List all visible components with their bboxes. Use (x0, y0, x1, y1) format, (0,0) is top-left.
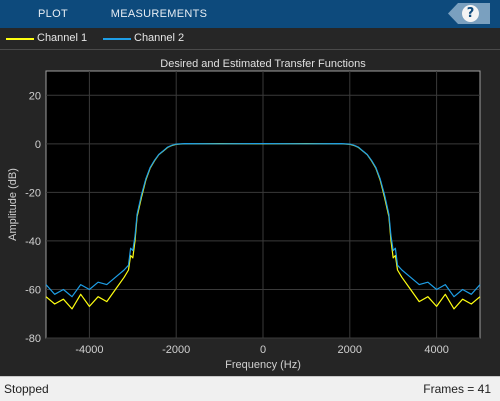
y-tick-label: -80 (25, 333, 41, 345)
series-line-channel-2 (45, 143, 481, 298)
legend-swatch-channel-1 (6, 38, 34, 40)
status-text: Stopped (4, 382, 49, 396)
legend-swatch-channel-2 (103, 38, 131, 40)
status-bar: Stopped Frames = 41 (0, 376, 500, 401)
toolstrip: PLOT MEASUREMENTS ? (0, 0, 500, 28)
x-tick-label: -2000 (162, 344, 190, 356)
y-tick-label: 20 (29, 90, 41, 102)
y-tick-label: 0 (35, 139, 41, 151)
help-button[interactable]: ? (448, 3, 490, 24)
plot-area: -4000 -2000 0 2000 4000 20 0 -20 -40 -60 -80 Desire… (0, 50, 500, 376)
y-tick-label: -20 (25, 187, 41, 199)
x-tick-label: -4000 (75, 344, 103, 356)
transfer-function-chart: -4000 -2000 0 2000 4000 20 0 -20 -40 -60 -80 Desire… (7, 58, 481, 371)
y-tick-label: -60 (25, 284, 41, 296)
x-tick-label: 0 (260, 344, 266, 356)
help-icon: ? (462, 5, 479, 22)
y-tick-label: -40 (25, 236, 41, 248)
legend-item-channel-2[interactable]: Channel 2 (134, 32, 185, 44)
legend-item-channel-1[interactable]: Channel 1 (37, 32, 88, 44)
x-tick-label: 4000 (424, 344, 448, 356)
frames-counter: Frames = 41 (423, 382, 491, 396)
x-axis-label: Frequency (Hz) (225, 359, 301, 371)
tab-plot[interactable]: PLOT (38, 8, 68, 20)
tab-measurements[interactable]: MEASUREMENTS (110, 8, 208, 20)
legend: Channel 1 Channel 2 (0, 28, 500, 50)
y-axis-label: Amplitude (dB) (7, 168, 19, 241)
chart-title: Desired and Estimated Transfer Functions (160, 58, 366, 70)
x-tick-label: 2000 (338, 344, 362, 356)
